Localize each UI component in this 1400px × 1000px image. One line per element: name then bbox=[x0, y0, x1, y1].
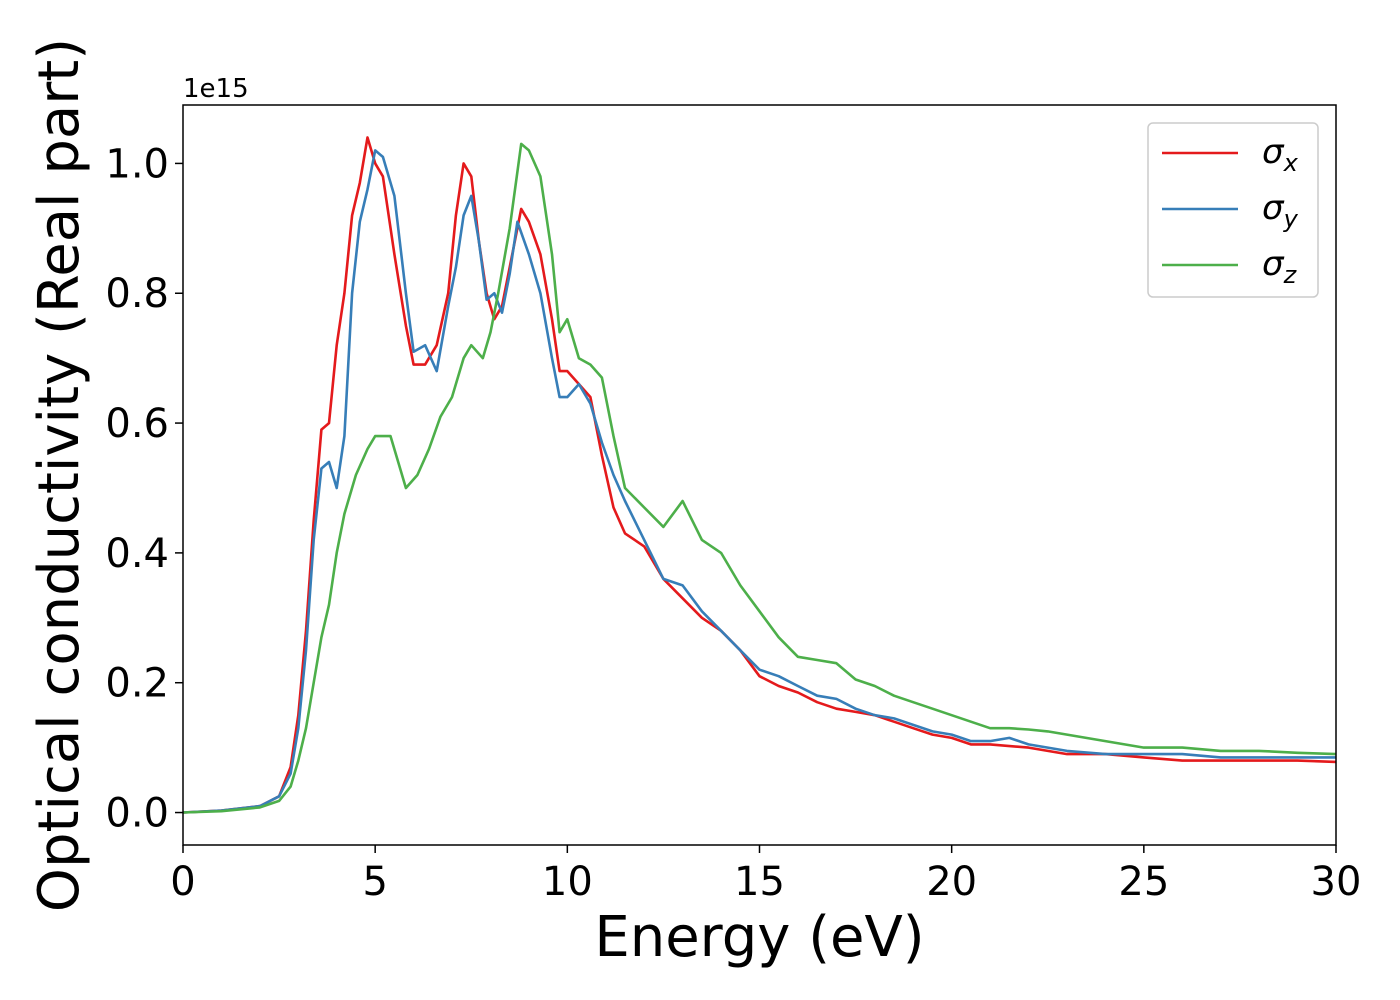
x-tick-label: 5 bbox=[362, 859, 387, 905]
x-tick-label: 15 bbox=[734, 859, 785, 905]
series-layer bbox=[183, 136, 1336, 814]
series-line-x bbox=[183, 136, 1336, 814]
y-tick-label: 0.6 bbox=[105, 401, 169, 447]
x-tick-label: 25 bbox=[1118, 859, 1169, 905]
y-tick-label: 0.4 bbox=[105, 531, 169, 577]
x-axis: 0 5 10 15 20 25 30 bbox=[170, 845, 1361, 905]
x-tick-label: 10 bbox=[542, 859, 593, 905]
y-tick-label: 0.8 bbox=[105, 271, 169, 317]
y-tick-label: 0.0 bbox=[105, 791, 169, 837]
legend: σx σy σz bbox=[1147, 122, 1319, 298]
y-tick-label: 0.2 bbox=[105, 661, 169, 707]
x-axis-title: Energy (eV) bbox=[594, 905, 924, 970]
series-line-y bbox=[183, 149, 1336, 814]
series-line-z bbox=[183, 142, 1336, 814]
legend-label-y: σy bbox=[1262, 188, 1299, 233]
y-axis-title: Optical conductivity (Real part) bbox=[27, 38, 92, 912]
y-axis: 0.0 0.2 0.4 0.6 0.8 1.0 bbox=[105, 141, 183, 837]
x-tick-label: 20 bbox=[926, 859, 977, 905]
legend-label-x: σx bbox=[1262, 132, 1299, 177]
y-tick-label: 1.0 bbox=[105, 141, 169, 187]
y-offset-label: 1e15 bbox=[183, 74, 249, 104]
legend-label-z: σz bbox=[1262, 244, 1298, 289]
x-tick-label: 0 bbox=[170, 859, 195, 905]
x-tick-label: 30 bbox=[1311, 859, 1362, 905]
